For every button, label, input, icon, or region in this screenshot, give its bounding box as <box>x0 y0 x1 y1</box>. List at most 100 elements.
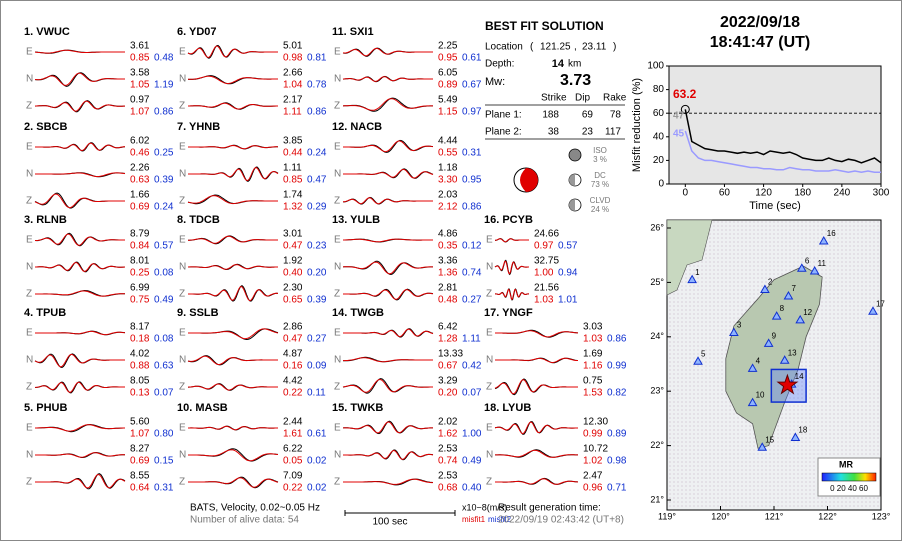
amplitude: 12.30 <box>583 417 608 428</box>
amplitude: 4.02 <box>130 349 150 360</box>
component-label: E <box>26 47 33 58</box>
y-tick-label: 80 <box>653 84 665 95</box>
solution-title: BEST FIT SOLUTION <box>485 19 604 33</box>
result-time: 2022/09/19 02:43:42 (UT+8) <box>498 515 624 526</box>
misfit2: 0.82 <box>607 388 627 399</box>
misfit1: 0.05 <box>283 456 303 467</box>
x-tick-label: 180 <box>794 188 811 199</box>
amplitude: 2.53 <box>438 444 458 455</box>
synthetic-trace <box>494 421 578 435</box>
misfit2: 0.12 <box>462 241 482 252</box>
misfit1: 0.97 <box>534 241 554 252</box>
colorbar-labels: 0 20 40 60 <box>830 484 868 493</box>
synthetic-trace <box>495 357 578 363</box>
component-label: Z <box>334 196 340 207</box>
misfit2: 0.07 <box>462 388 482 399</box>
misfit2: 0.31 <box>462 148 482 159</box>
component-label: N <box>179 355 186 366</box>
misfit1: 1.36 <box>438 268 458 279</box>
amplitude: 24.66 <box>534 229 559 240</box>
amplitude: 5.49 <box>438 95 458 106</box>
plane-value: 188 <box>542 110 559 121</box>
component-label: E <box>26 142 33 153</box>
component-label: Z <box>26 196 32 207</box>
misfit2: 0.31 <box>154 483 174 494</box>
station-marker <box>796 263 807 272</box>
y-tick-label: 60 <box>653 108 665 119</box>
amplitude: 2.03 <box>438 190 458 201</box>
synthetic-trace <box>342 261 433 275</box>
misfit1: 0.69 <box>130 456 150 467</box>
alive: Number of alive data: 54 <box>190 515 299 526</box>
synthetic-trace <box>342 76 433 82</box>
amplitude: 1.74 <box>283 190 303 201</box>
component-label: Z <box>486 477 492 488</box>
plane-value: 78 <box>610 110 622 121</box>
component-label: N <box>486 355 493 366</box>
component-label: Z <box>179 196 185 207</box>
misfit2: 0.07 <box>154 388 174 399</box>
scale-label: 100 sec <box>372 517 407 528</box>
synthetic-trace <box>188 167 279 181</box>
component-label: Z <box>26 289 32 300</box>
station-number: 11 <box>818 259 827 268</box>
misfit2: 1.19 <box>154 80 174 91</box>
station-marker <box>747 363 758 372</box>
station-marker <box>868 306 878 315</box>
synthetic-trace <box>35 142 126 152</box>
station-number: 17 <box>876 299 885 308</box>
station-label: 4. TPUB <box>24 307 66 319</box>
amplitude: 3.58 <box>130 68 150 79</box>
misfit1: 0.75 <box>130 295 150 306</box>
amplitude: 6.99 <box>130 283 150 294</box>
x-tick-label: 120 <box>755 188 772 199</box>
synthetic-trace <box>188 144 279 150</box>
component-label: E <box>334 328 341 339</box>
misfit1: 1.04 <box>283 80 303 91</box>
component-label: E <box>179 47 186 58</box>
misfit1: 1.07 <box>130 429 150 440</box>
misfit1-legend: misfit1 <box>462 515 486 524</box>
amplitude: 8.17 <box>130 322 150 333</box>
synthetic-trace <box>343 238 433 243</box>
map-y-label: 22° <box>650 440 664 450</box>
amplitude: 2.17 <box>283 95 303 106</box>
best-marker <box>680 104 690 114</box>
x-tick-label: 0 <box>683 188 689 199</box>
station-number: 18 <box>798 426 807 435</box>
misfit2: 0.98 <box>607 456 627 467</box>
amplitude: 6.42 <box>438 322 458 333</box>
annotation: 45 <box>673 129 685 140</box>
misfit1: 0.48 <box>438 295 458 306</box>
column-header: Strike <box>541 93 567 104</box>
synthetic-trace <box>343 140 434 153</box>
station-label: 3. RLNB <box>24 214 67 226</box>
map-y-label: 21° <box>650 494 664 504</box>
amplitude: 4.86 <box>438 229 458 240</box>
comma: , <box>574 42 577 53</box>
units: x10−8(m/s) <box>462 502 507 512</box>
station-label: 7. YHNB <box>177 121 220 133</box>
misfit2: 0.67 <box>462 80 482 91</box>
station-marker <box>771 311 782 320</box>
misfit1: 1.03 <box>534 295 554 306</box>
series-line <box>684 130 881 173</box>
synthetic-trace <box>188 449 279 462</box>
misfit1: 0.85 <box>283 175 303 186</box>
synthetic-trace <box>188 328 279 340</box>
beachball-fill <box>520 168 538 192</box>
component-label: N <box>334 262 341 273</box>
misfit1: 1.11 <box>283 107 302 118</box>
synthetic-trace <box>188 286 279 302</box>
misfit1: 0.89 <box>438 80 458 91</box>
amplitude: 7.09 <box>283 471 303 482</box>
synthetic-trace <box>495 449 578 458</box>
component-icon-fill <box>569 174 575 186</box>
misfit1: 1.62 <box>438 429 458 440</box>
amplitude: 6.02 <box>130 136 150 147</box>
synthetic-trace <box>34 49 125 54</box>
paren: ) <box>613 42 616 53</box>
synthetic-trace <box>187 383 278 391</box>
station-number: 15 <box>765 435 774 444</box>
